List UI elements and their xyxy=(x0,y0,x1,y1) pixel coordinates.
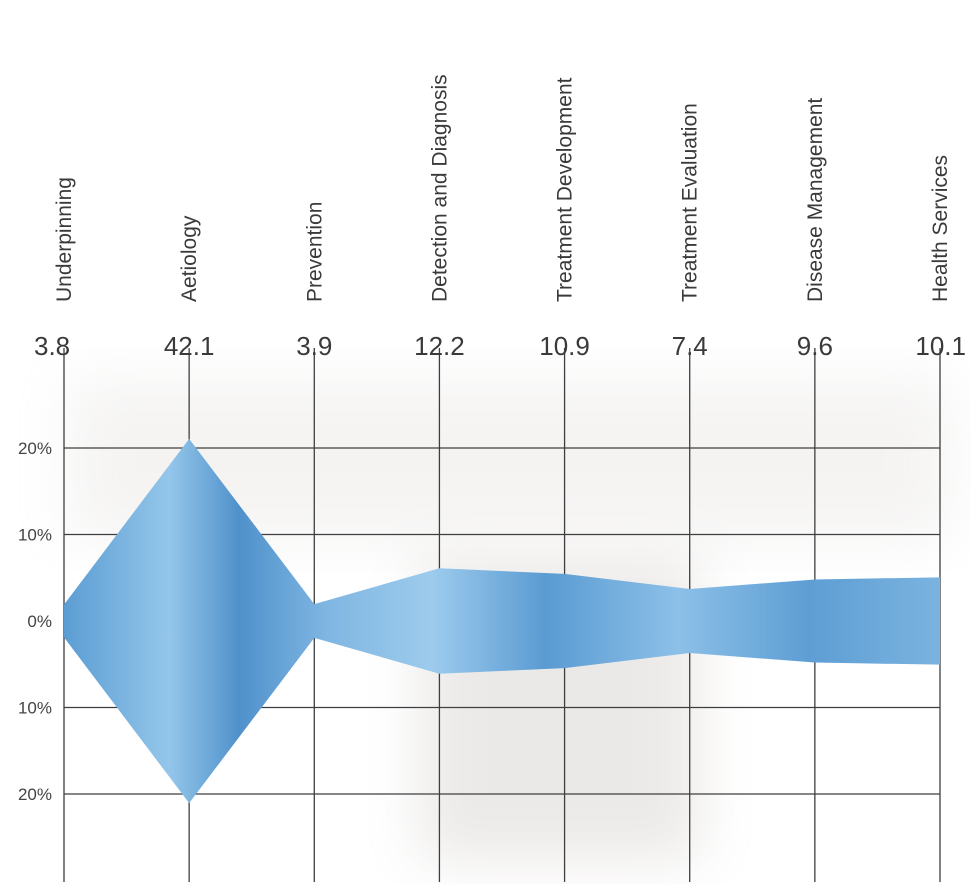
category-label: Detection and Diagnosis xyxy=(428,74,451,302)
category-label: Treatment Development xyxy=(554,77,577,302)
value-label: 42.1 xyxy=(164,331,215,361)
category-value-labels: 3.8 42.1 3.9 12.2 10.9 7.4 9.6 10.1 xyxy=(34,331,966,361)
share-ribbon xyxy=(64,438,940,804)
category-labels: Underpinning Aetiology Prevention Detection… xyxy=(53,74,952,302)
y-tick-label: 20% xyxy=(18,439,52,458)
category-label: Underpinning xyxy=(53,177,76,302)
value-label: 3.9 xyxy=(296,331,332,361)
category-label: Disease Management xyxy=(804,98,827,302)
y-tick-label: 10% xyxy=(18,699,52,718)
value-label: 10.9 xyxy=(539,331,590,361)
y-tick-label: 20% xyxy=(18,785,52,804)
category-label: Health Services xyxy=(929,155,952,302)
y-axis-tick-labels: 20% 10% 0% 10% 20% xyxy=(18,439,52,804)
value-label: 12.2 xyxy=(414,331,465,361)
category-label: Prevention xyxy=(303,202,326,302)
category-label: Aetiology xyxy=(178,215,201,302)
y-tick-label: 0% xyxy=(27,612,52,631)
y-tick-label: 10% xyxy=(18,526,52,545)
value-label: 9.6 xyxy=(797,331,833,361)
category-label: Treatment Evaluation xyxy=(679,103,702,302)
ribbon-area xyxy=(64,438,940,804)
value-label: 3.8 xyxy=(34,331,70,361)
value-label: 10.1 xyxy=(915,331,966,361)
value-label: 7.4 xyxy=(672,331,708,361)
